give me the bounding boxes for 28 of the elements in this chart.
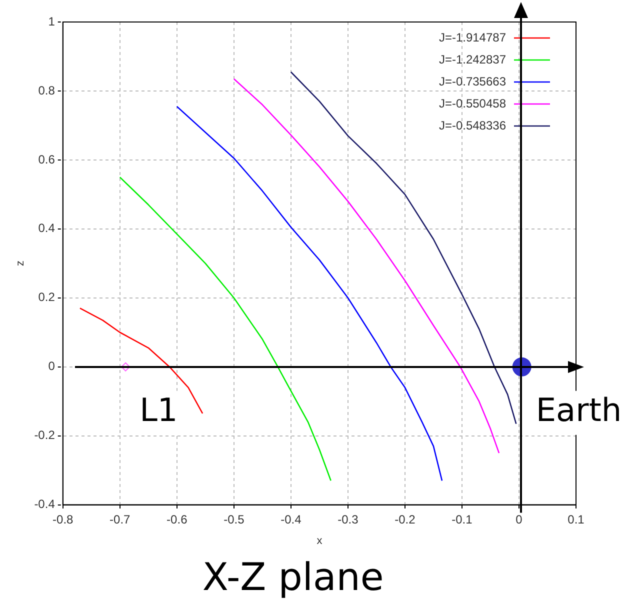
y-tick-label: 0.6: [38, 152, 56, 166]
y-tick-label: -0.2: [34, 428, 56, 442]
x-tick-label: -0.3: [338, 512, 359, 526]
legend-label: J=-0.550458: [438, 96, 506, 110]
y-tick-label: 0: [48, 359, 56, 374]
x-tick-label: 0.1: [568, 512, 585, 526]
x-tick-label: -0.7: [110, 512, 131, 526]
legend-label: J=-1.914787: [438, 30, 506, 44]
annotation: Earth: [536, 391, 622, 430]
x-tick-label: -0.1: [452, 512, 473, 526]
y-tick-label: 0.4: [38, 221, 56, 236]
x-tick-label: 0: [516, 512, 523, 526]
legend-label: J=-0.735663: [438, 74, 506, 88]
x-tick-label: -0.6: [166, 512, 188, 526]
legend-label: J=-0.548336: [438, 118, 506, 132]
y-tick-label: -0.4: [34, 497, 56, 512]
x-tick-label: -0.4: [280, 512, 302, 526]
text: X-Z plane: [202, 555, 384, 600]
x-axis-title: x: [316, 534, 323, 547]
y-tick-label: 0.2: [38, 290, 56, 304]
legend-label: J=-1.242837: [438, 52, 506, 66]
x-tick-label: -0.5: [224, 512, 245, 526]
y-axis-title: z: [14, 260, 27, 266]
annotation: L1: [140, 391, 178, 430]
x-tick-label: -0.8: [52, 512, 74, 526]
y-tick-label: 1: [48, 14, 56, 28]
x-tick-label: -0.2: [394, 512, 416, 526]
y-tick-label: 0.8: [38, 83, 56, 98]
